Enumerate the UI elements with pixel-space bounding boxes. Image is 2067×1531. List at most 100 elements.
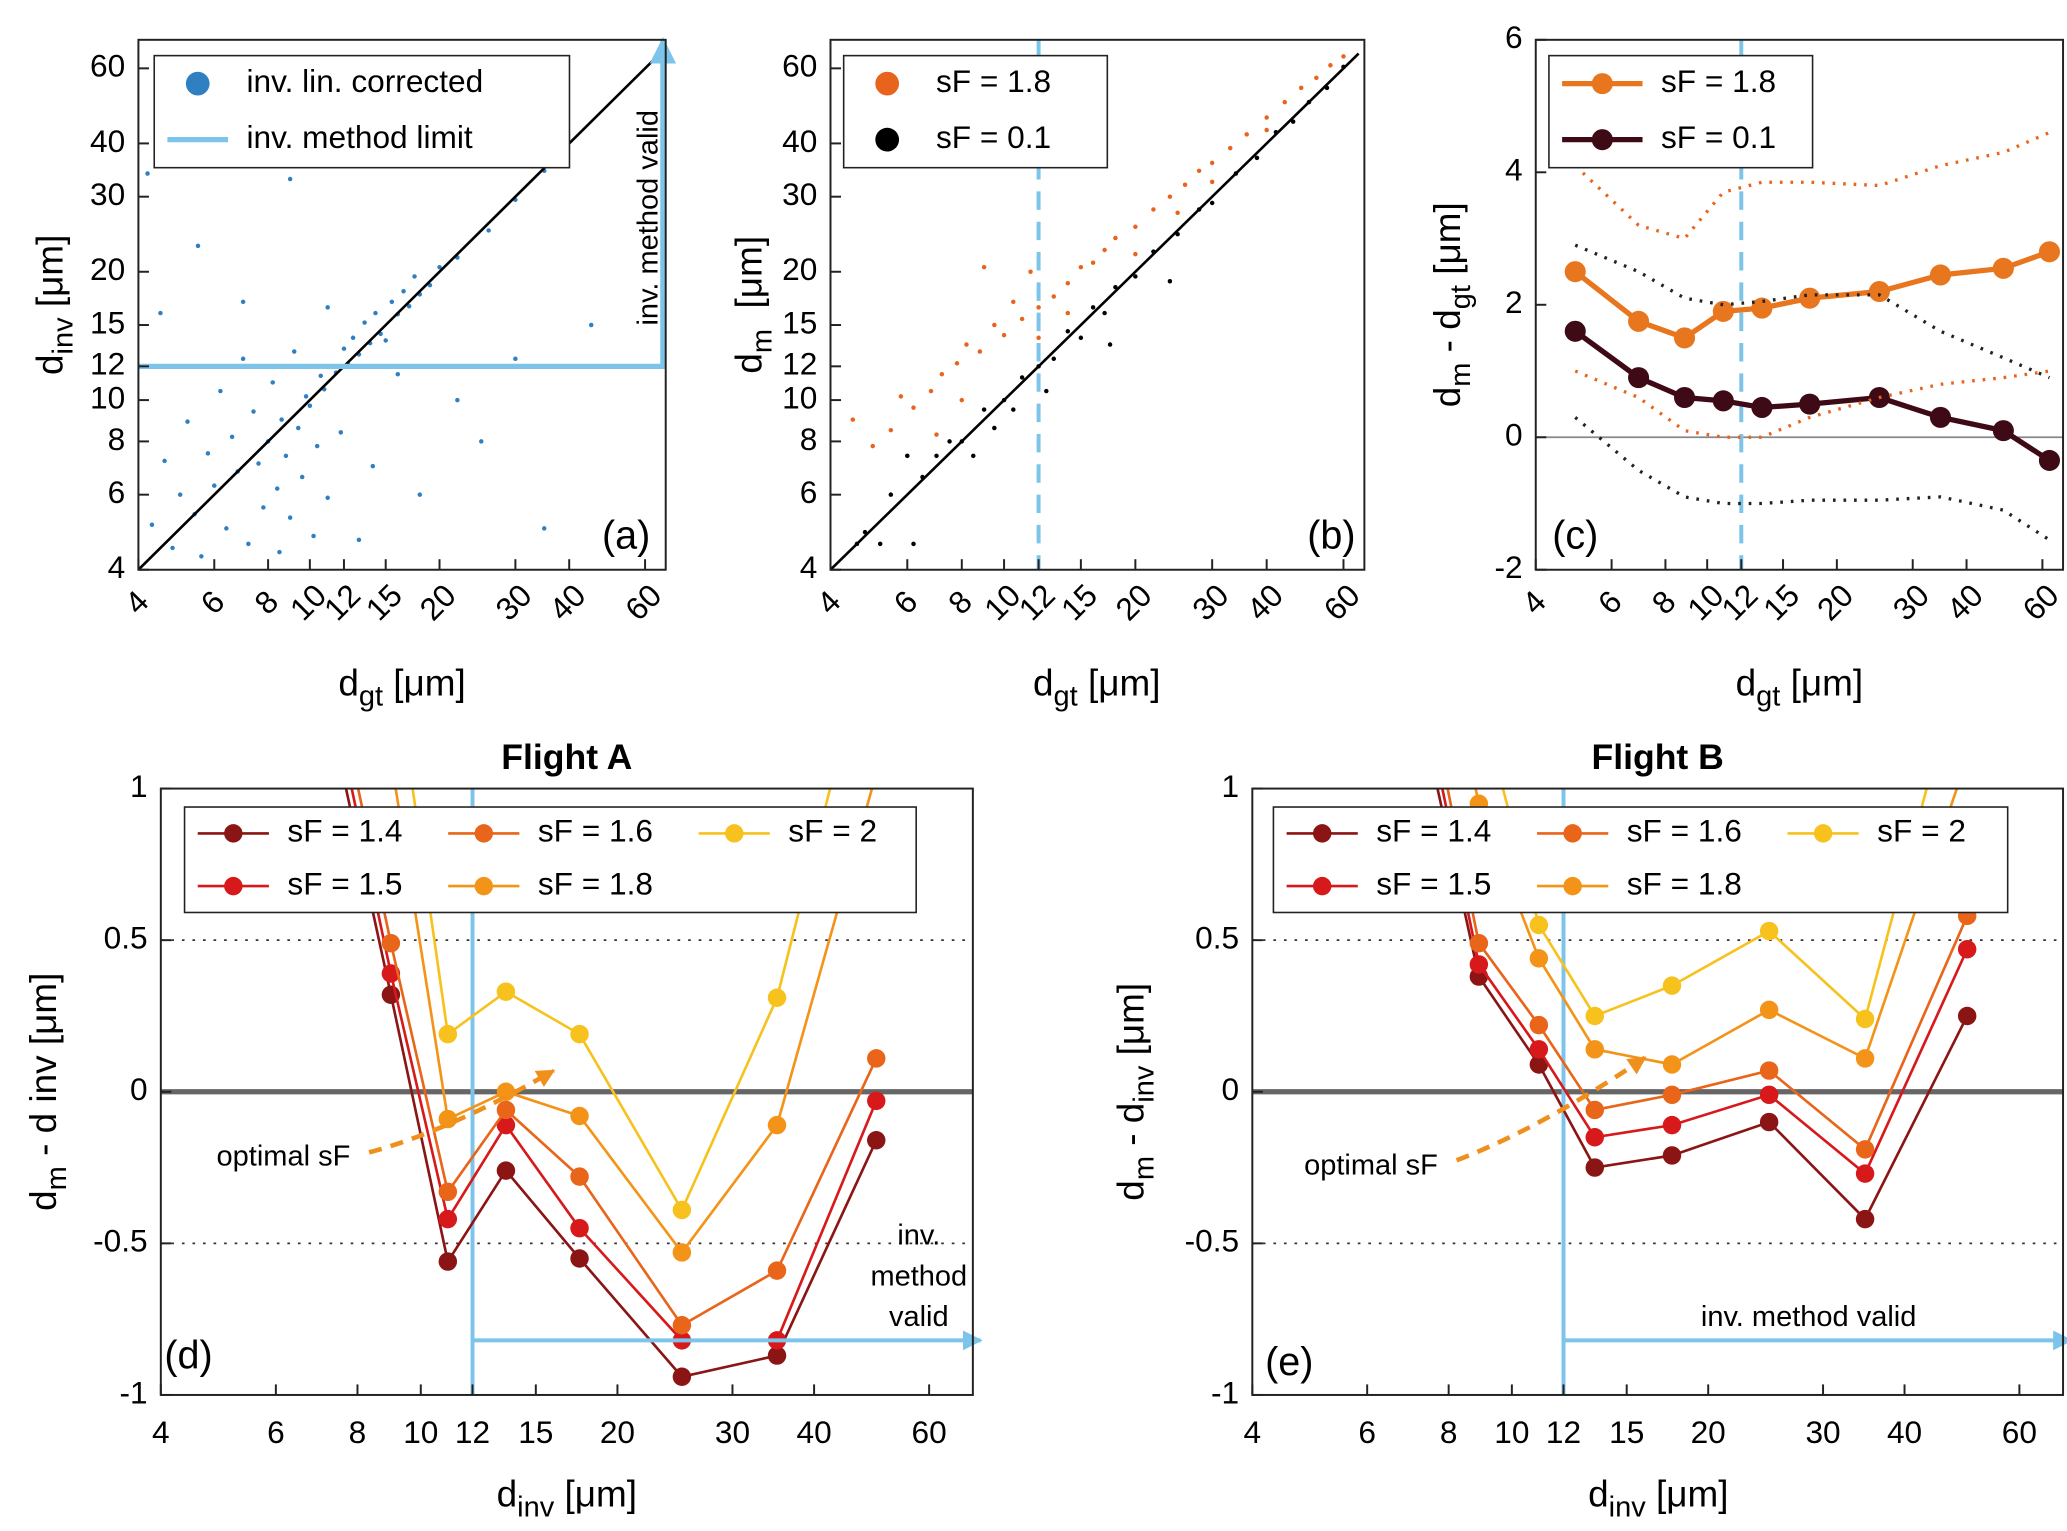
data-point bbox=[310, 658, 328, 676]
panel-title: Flight A bbox=[501, 737, 632, 777]
data-point bbox=[145, 171, 150, 176]
label-text: d bbox=[1736, 662, 1757, 703]
label-subscript: gt bbox=[1054, 680, 1078, 712]
data-point bbox=[1133, 224, 1138, 230]
data-point bbox=[303, 394, 309, 399]
data-point bbox=[1585, 1006, 1604, 1026]
y-tick-label: 0 bbox=[1505, 417, 1523, 453]
data-point bbox=[438, 1109, 458, 1129]
data-point bbox=[310, 416, 328, 434]
data-point bbox=[279, 417, 284, 422]
data-point bbox=[1264, 115, 1269, 120]
annotation-arrow bbox=[1455, 1055, 1647, 1163]
x-tick-label: 4 bbox=[810, 583, 848, 621]
x-tick-label: 30 bbox=[488, 577, 538, 627]
data-point bbox=[1958, 628, 1976, 646]
label-subscript: m bbox=[746, 329, 778, 353]
legend-label: sF = 0.1 bbox=[936, 119, 1051, 155]
data-point bbox=[905, 453, 910, 459]
y-tick-label: -0.5 bbox=[93, 1223, 147, 1259]
legend-marker bbox=[1312, 824, 1332, 843]
y-tick-label: 60 bbox=[90, 48, 125, 84]
x-tick-label: 4 bbox=[152, 1414, 170, 1450]
y-tick-label: 10 bbox=[782, 379, 817, 415]
data-point bbox=[1036, 335, 1041, 341]
x-tick-label: 6 bbox=[267, 1414, 285, 1450]
label-text: d bbox=[497, 1473, 518, 1514]
legend-label: sF = 1.8 bbox=[1627, 865, 1742, 901]
data-point bbox=[850, 417, 856, 422]
legend-label: sF = 1.8 bbox=[1661, 63, 1776, 99]
data-point bbox=[1799, 393, 1821, 415]
label-text: [μm] bbox=[1427, 202, 1468, 285]
data-point bbox=[185, 419, 190, 424]
legend-marker bbox=[1813, 824, 1833, 843]
data-point bbox=[888, 427, 894, 433]
label-text: [μm] bbox=[29, 235, 70, 318]
data-point bbox=[240, 356, 246, 362]
label-text: d bbox=[1427, 387, 1468, 408]
data-point bbox=[1402, 597, 1420, 615]
data-point bbox=[389, 299, 395, 305]
legend-label: sF = 1.4 bbox=[1376, 813, 1491, 849]
label-subscript: gt bbox=[1756, 680, 1780, 712]
data-point bbox=[1290, 119, 1296, 124]
legend-label: sF = 1.6 bbox=[538, 813, 653, 849]
x-tick-label: 40 bbox=[542, 577, 592, 627]
data-point bbox=[1759, 1112, 1779, 1132]
data-point bbox=[310, 628, 328, 646]
series-line bbox=[1574, 243, 2051, 380]
legend-label: sF = 1.6 bbox=[1627, 813, 1742, 849]
label-text: d bbox=[1588, 1473, 1609, 1514]
legend-label: inv. lin. corrected bbox=[247, 63, 484, 99]
data-point bbox=[977, 349, 983, 354]
data-point bbox=[947, 439, 952, 444]
data-point bbox=[274, 486, 280, 491]
data-point bbox=[1470, 688, 1488, 706]
legend-marker bbox=[875, 71, 900, 96]
data-point bbox=[1244, 132, 1249, 137]
x-tick-label: 8 bbox=[941, 583, 979, 621]
legend-marker bbox=[224, 876, 243, 896]
data-point bbox=[1019, 375, 1025, 380]
data-point bbox=[1065, 280, 1071, 286]
data-point bbox=[314, 443, 320, 449]
legend-label: inv. method limit bbox=[247, 119, 473, 155]
x-tick-label: 4 bbox=[1244, 1414, 1262, 1450]
y-tick-label: 15 bbox=[90, 304, 125, 340]
data-point bbox=[158, 310, 163, 316]
x-tick-label: 8 bbox=[1645, 583, 1683, 621]
label-text: - d bbox=[1427, 309, 1468, 362]
data-point bbox=[438, 1182, 458, 1202]
data-point bbox=[1662, 1085, 1682, 1105]
annotation: inv. bbox=[897, 1219, 940, 1251]
annotation-arrow bbox=[368, 1068, 556, 1155]
plot-area bbox=[1252, 597, 2064, 1395]
data-point bbox=[1151, 207, 1156, 212]
legend-marker bbox=[725, 824, 744, 843]
data-point bbox=[1751, 297, 1773, 319]
x-tick-label: 60 bbox=[1316, 577, 1366, 627]
legend-marker bbox=[1312, 876, 1332, 896]
data-point bbox=[1328, 63, 1333, 68]
data-point bbox=[934, 453, 939, 459]
data-point bbox=[296, 425, 301, 431]
data-point bbox=[1662, 1146, 1682, 1165]
x-tick-label: 40 bbox=[796, 1414, 831, 1450]
data-point bbox=[767, 1115, 787, 1135]
data-point bbox=[1107, 342, 1113, 347]
data-point bbox=[1175, 210, 1180, 216]
data-point bbox=[401, 289, 406, 294]
data-point bbox=[1662, 1055, 1682, 1074]
x-tick-label: 15 bbox=[1609, 1414, 1644, 1450]
legend-box bbox=[153, 54, 571, 169]
series-line bbox=[138, 52, 661, 570]
data-point bbox=[1759, 1085, 1779, 1105]
axis-label: dm [μm] bbox=[728, 236, 778, 374]
label-subscript: gt bbox=[1445, 285, 1477, 309]
data-point bbox=[1282, 99, 1287, 105]
x-tick-label: 4 bbox=[1515, 583, 1553, 621]
x-tick-label: 4 bbox=[118, 583, 156, 621]
data-point bbox=[246, 541, 251, 547]
